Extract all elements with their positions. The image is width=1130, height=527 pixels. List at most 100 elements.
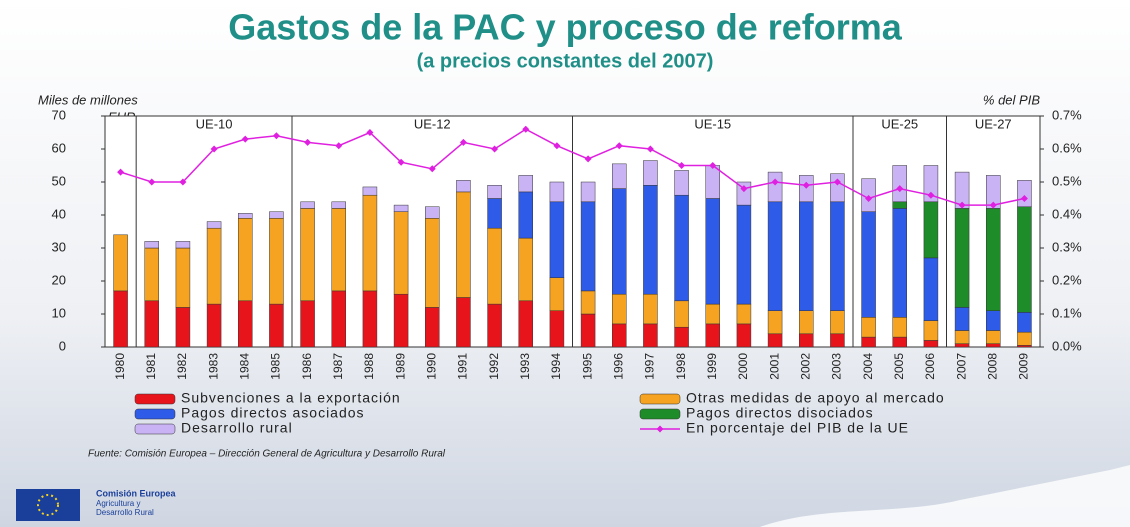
bar-segment [861, 211, 876, 318]
line-marker [179, 178, 187, 186]
logo-line: Agricultura y [96, 499, 140, 508]
chart-subtitle: (a precios constantes del 2007) [417, 50, 714, 72]
line-marker [428, 165, 436, 173]
bar-segment [518, 175, 533, 193]
bar-segment [892, 165, 907, 203]
bar-segment [393, 293, 409, 348]
bar-segment [923, 257, 939, 321]
x-tick-label: 2002 [798, 353, 812, 380]
bar-segment [986, 208, 1001, 311]
bar-segment [767, 171, 783, 203]
x-tick-label: 1981 [144, 353, 158, 380]
bar-segment [986, 310, 1001, 331]
y-tick-label: 30 [52, 239, 66, 254]
line [120, 128, 1025, 206]
x-tick-label: 1988 [362, 353, 376, 380]
y-axis-label: Miles de millones [38, 92, 138, 107]
bar-segment [892, 208, 907, 318]
bar-segment [300, 300, 315, 348]
line-marker [865, 195, 873, 202]
legend-label: En porcentaje del PIB de la UE [686, 420, 909, 436]
landscape [760, 465, 1130, 527]
bar-segment [518, 237, 533, 302]
legend-swatch [134, 408, 176, 420]
eu-stars [37, 494, 59, 516]
bar-segment [986, 330, 1001, 344]
line-marker [459, 138, 467, 146]
bar-segment [954, 330, 970, 344]
legend-swatch [639, 393, 681, 405]
logo-line: Desarrollo Rural [96, 508, 154, 517]
bar-segment [892, 317, 907, 338]
bar-segment [144, 300, 159, 348]
bar-segment [393, 204, 409, 212]
line-marker [553, 142, 561, 150]
bar-segment [1017, 206, 1032, 313]
line-marker [1020, 195, 1028, 202]
bar-segment [954, 307, 970, 331]
bar-segment [830, 333, 845, 348]
x-tick-label: 1996 [611, 353, 625, 380]
bar-segment [674, 326, 689, 348]
line-marker [927, 191, 935, 199]
bar-segment [1017, 312, 1032, 333]
legend-label: Pagos directos asociados [181, 405, 365, 421]
line-marker [491, 145, 499, 153]
y-tick-label: 50 [52, 173, 66, 188]
line-marker [709, 162, 717, 169]
bar-segment [206, 303, 222, 348]
bar-segment [767, 310, 783, 335]
bar-segment [612, 188, 627, 295]
legend-label: Otras medidas de apoyo al mercado [686, 390, 945, 406]
x-tick-label: 1992 [487, 353, 501, 380]
x-tick-label: 1994 [549, 353, 563, 380]
bar-segment [113, 234, 128, 292]
x-tick-label: 2006 [923, 353, 937, 380]
bar-segment [736, 323, 752, 348]
bar-segment [736, 303, 752, 325]
bar-segment [206, 227, 222, 305]
period-label: UE-25 [881, 116, 918, 131]
bar-segment [986, 343, 1001, 348]
bar-segment [736, 204, 752, 305]
y2-axis-label: % del PIB [983, 92, 1040, 107]
bar-segment [643, 293, 658, 325]
line-marker [646, 145, 654, 153]
x-tick-label: 2008 [985, 353, 999, 380]
y-tick-label: 60 [52, 140, 66, 155]
period-label: UE-15 [694, 116, 731, 131]
bar-segment [954, 343, 970, 348]
line-marker [210, 145, 218, 153]
y2-tick-label: 0.1% [1052, 305, 1082, 320]
bar-segment [705, 303, 720, 325]
line-marker [522, 125, 530, 133]
bar-segment [175, 241, 191, 249]
bar-segment [456, 180, 471, 193]
x-tick-label: 2000 [736, 353, 750, 380]
bar-segment [830, 201, 845, 311]
bar-segment [549, 201, 565, 278]
bar-segment [612, 323, 627, 348]
x-tick-label: 2004 [861, 353, 875, 380]
y2-tick-label: 0.0% [1052, 338, 1082, 353]
y2-tick-label: 0.6% [1052, 140, 1082, 155]
bar-segment [923, 340, 939, 348]
x-tick-label: 1980 [113, 353, 127, 380]
bar-segment [799, 310, 814, 335]
bar-segment [799, 333, 814, 348]
bar-segment [549, 277, 565, 311]
period-label: UE-10 [196, 116, 233, 131]
bar-segment [269, 218, 284, 305]
bar-segment [892, 201, 907, 209]
x-tick-label: 2003 [830, 353, 844, 380]
bar-segment [580, 313, 596, 348]
bar-segment [799, 201, 814, 311]
x-tick-label: 2001 [767, 353, 781, 380]
bar-segment [923, 165, 939, 203]
line-marker [241, 135, 249, 143]
bar-segment [674, 300, 689, 328]
y-tick-label: 20 [52, 272, 66, 287]
bar-segment [830, 310, 845, 335]
x-tick-label: 1989 [393, 353, 407, 380]
bar-segment [362, 290, 378, 348]
